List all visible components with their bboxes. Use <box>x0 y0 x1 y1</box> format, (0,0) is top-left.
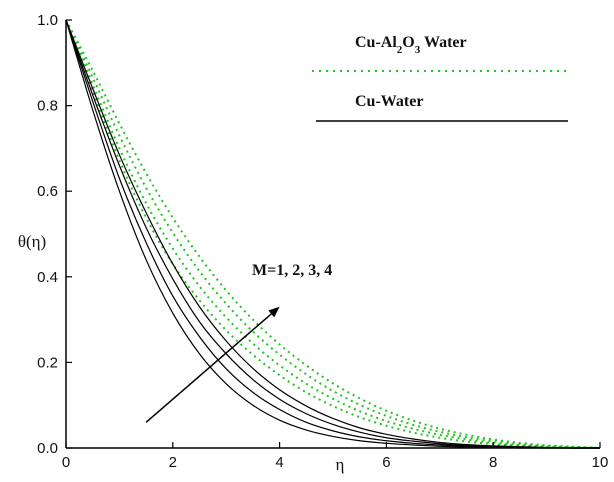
y-tick-label: 0.0 <box>37 440 58 457</box>
series-cu-water-m4 <box>65 19 601 449</box>
x-tick-label: 2 <box>169 454 177 471</box>
m-annotation: M=1, 2, 3, 4 <box>145 262 332 423</box>
x-tick-label: 6 <box>382 454 390 471</box>
legend: Cu-Al2O3 Water Cu-Water <box>312 34 568 122</box>
series-cu-al2o3-water-m4 <box>65 19 601 449</box>
x-tick-label: 0 <box>62 454 70 471</box>
y-tick-label: 0.6 <box>37 183 58 200</box>
y-tick-label: 0.8 <box>37 98 58 115</box>
x-tick-label: 8 <box>489 454 497 471</box>
y-tick-label: 0.2 <box>37 354 58 371</box>
series-layer <box>65 19 601 449</box>
x-axis-label: η <box>336 455 345 474</box>
series-cu-al2o3-water-m1 <box>65 19 601 449</box>
y-tick-label: 1.0 <box>37 12 58 29</box>
y-tick-label: 0.4 <box>37 269 58 286</box>
series-cu-al2o3-water-m2 <box>65 19 601 449</box>
m-arrow <box>145 313 272 423</box>
m-arrow-head <box>268 306 280 318</box>
x-tick-label: 10 <box>592 454 609 471</box>
m-annotation-label: M=1, 2, 3, 4 <box>252 262 332 279</box>
ticks-layer: 0 2 4 6 8 10 0.0 0.2 0.4 0.6 0.8 1.0 <box>37 12 608 471</box>
y-axis-label: θ(η) <box>18 232 46 251</box>
x-tick-label: 4 <box>275 454 283 471</box>
axes-layer <box>65 20 600 449</box>
legend-label-cu-water: Cu-Water <box>355 93 423 110</box>
legend-label-cu-al2o3-water: Cu-Al2O3 Water <box>355 34 467 56</box>
